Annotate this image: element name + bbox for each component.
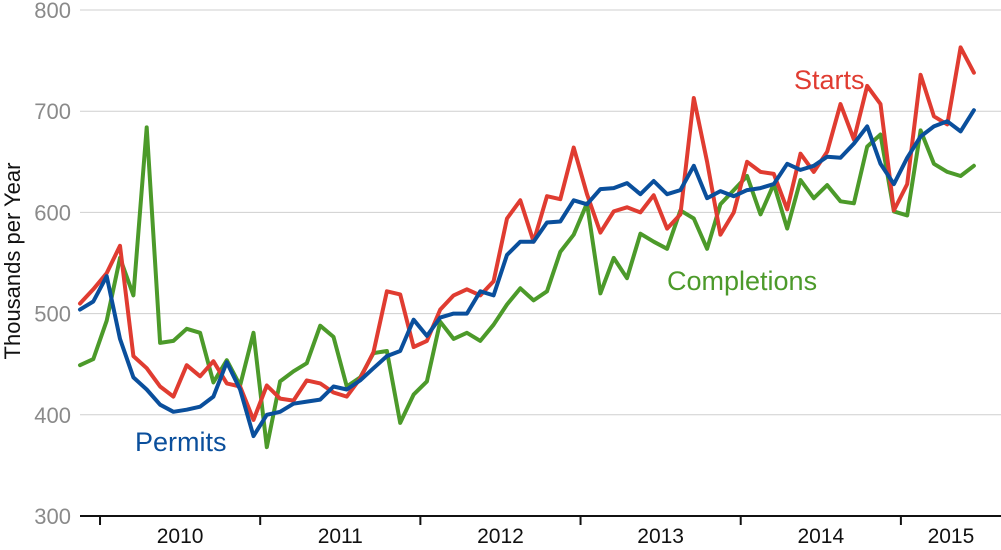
- x-tick-label-2013: 2013: [637, 525, 684, 548]
- y-axis-tick-labels: 300 400 500 600 700 800: [34, 0, 71, 529]
- series-line-permits: [78, 108, 976, 439]
- series-label-permits: Permits: [135, 427, 227, 457]
- y-tick-label-700: 700: [34, 99, 71, 124]
- x-axis-ticks: 2010 2011 2012 2013 2014 2015: [99, 516, 975, 548]
- x-tick-label-2015: 2015: [928, 525, 975, 548]
- series-label-starts: Starts: [794, 65, 865, 95]
- x-tick-label-2011: 2011: [318, 525, 363, 548]
- y-tick-label-800: 800: [34, 0, 71, 23]
- y-tick-label-600: 600: [34, 200, 71, 225]
- series-label-completions: Completions: [667, 266, 817, 296]
- series-line-completions: [78, 125, 976, 450]
- y-tick-label-400: 400: [34, 403, 71, 428]
- y-axis-title: Thousands per Year: [0, 163, 25, 360]
- series-lines: [78, 45, 976, 450]
- series-line-starts: [78, 45, 976, 422]
- x-tick-label-2014: 2014: [797, 525, 844, 548]
- y-tick-label-500: 500: [34, 302, 71, 327]
- y-tick-label-300: 300: [34, 504, 71, 529]
- x-tick-label-2012: 2012: [477, 525, 524, 548]
- x-tick-label-2010: 2010: [157, 525, 204, 548]
- series-labels: Starts Permits Completions: [135, 65, 865, 457]
